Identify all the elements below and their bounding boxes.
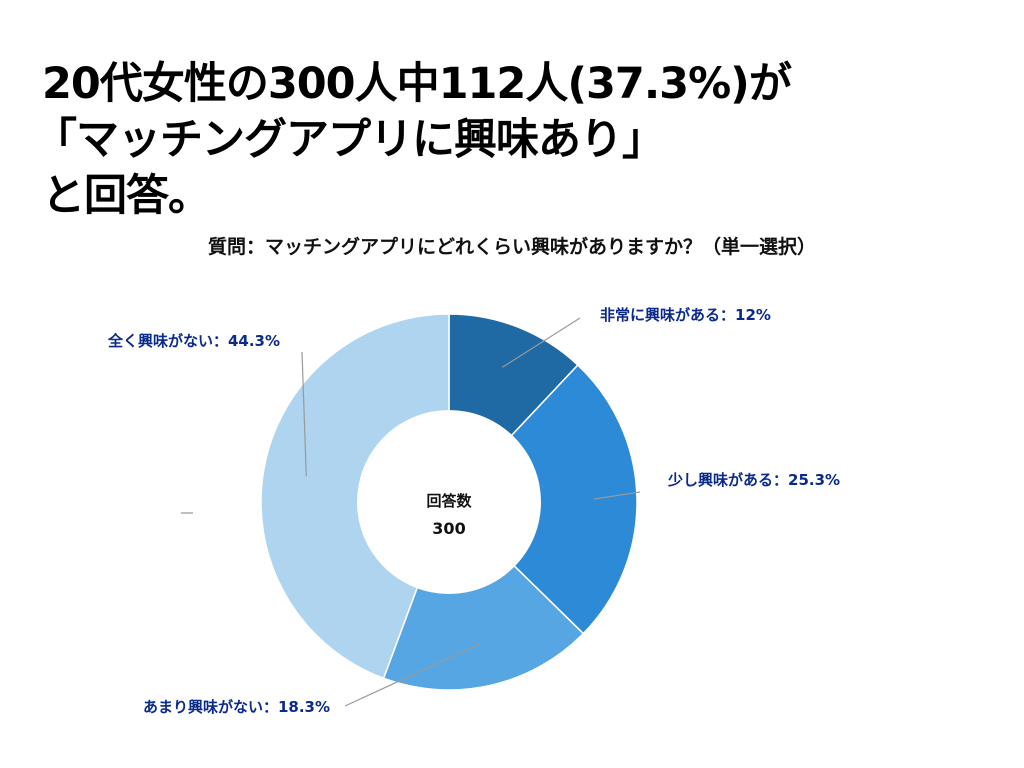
- headline: 20代女性の300人中112人(37.3%)が 「マッチングアプリに興味あり」 …: [34, 56, 1002, 224]
- slice-label-very-interested: 非常に興味がある：12%: [600, 306, 771, 324]
- labels-group: 非常に興味がある：12% 少し興味がある：25.3% あまり興味がない：18.3% 全…: [107, 306, 840, 716]
- leader-line-not-very-interested: [344, 642, 481, 707]
- slice-somewhat-interested: [447, 363, 638, 635]
- headline-line-2: 「マッチングアプリに興味あり」: [34, 115, 665, 165]
- slices-group: [260, 313, 638, 691]
- center-value: 300: [432, 519, 465, 538]
- headline-line-1: 20代女性の300人中112人(37.3%)が: [42, 59, 792, 109]
- leader-line-very-interested: [502, 317, 581, 368]
- slice-label-not-interested-at-all: 全く興味がない：44.3%: [107, 332, 280, 350]
- leader-line-not-interested-at-all: [301, 351, 307, 477]
- slice-not-interested-at-all: [260, 313, 450, 680]
- slice-label-somewhat-interested: 少し興味がある：25.3%: [667, 471, 840, 489]
- donut-hole: [357, 410, 541, 594]
- center-label: 回答数: [426, 492, 472, 510]
- leader-line-somewhat-interested: [593, 491, 641, 500]
- slice-label-not-very-interested: あまり興味がない：18.3%: [143, 698, 330, 716]
- headline-line-3: と回答。: [42, 171, 211, 221]
- survey-question: 質問：マッチングアプリにどれくらい興味がありますか？（単一選択）: [207, 236, 816, 258]
